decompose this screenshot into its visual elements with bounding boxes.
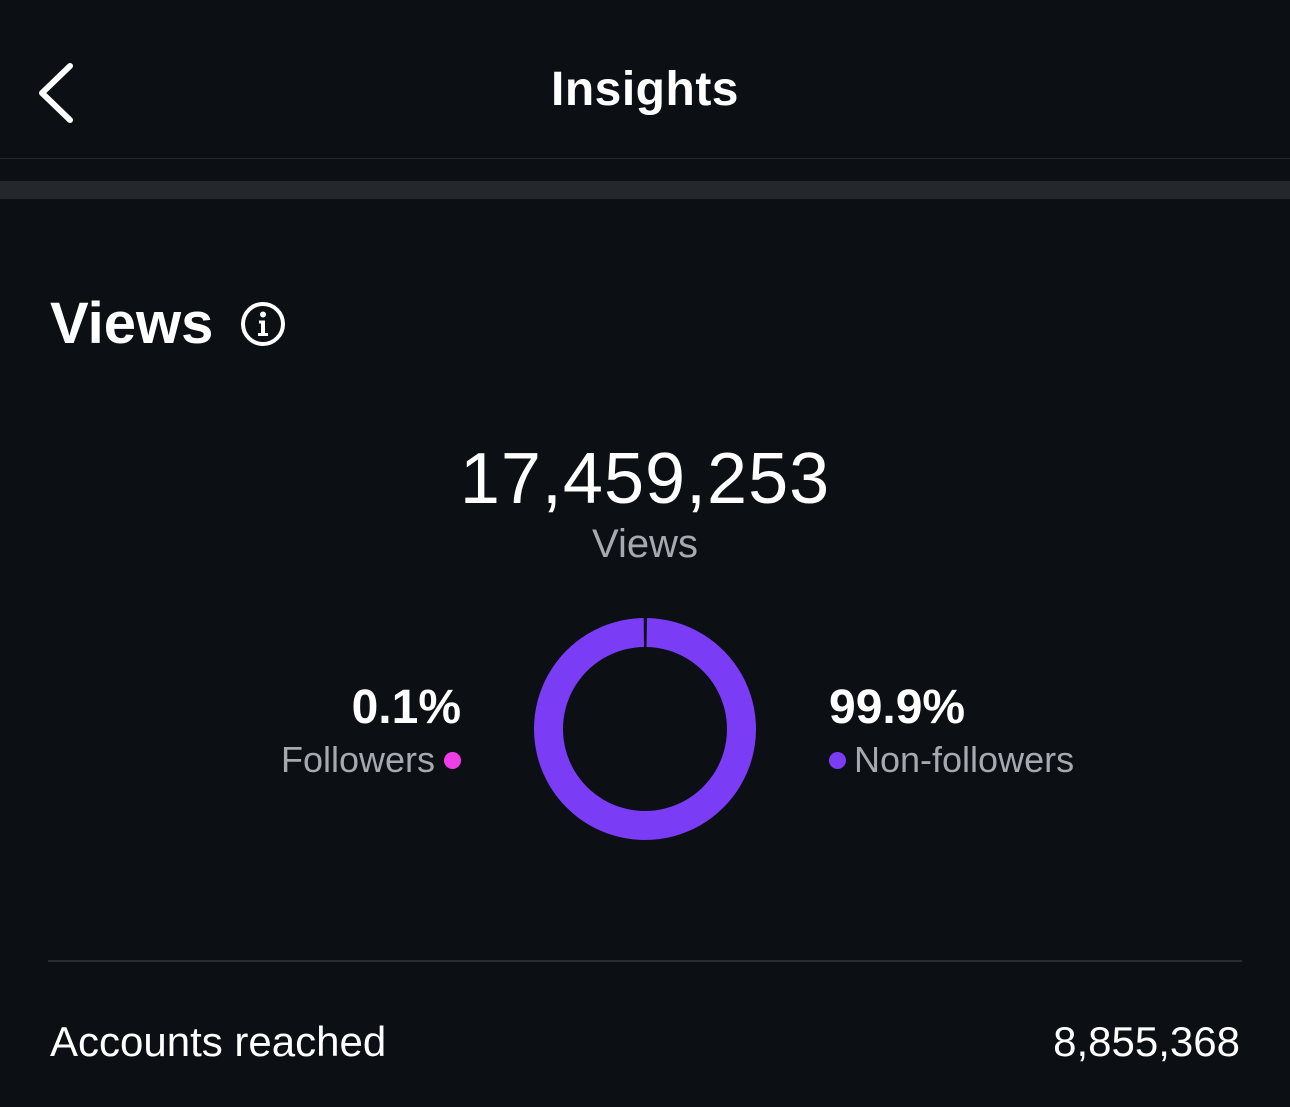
views-donut-chart bbox=[534, 618, 756, 840]
followers-legend: Followers bbox=[281, 738, 461, 782]
total-views-label: Views bbox=[592, 522, 698, 566]
row-divider bbox=[48, 960, 1242, 962]
non-followers-percent: 99.9% bbox=[829, 681, 966, 734]
non-followers-label: Non-followers bbox=[854, 739, 1075, 780]
non-followers-slice bbox=[534, 618, 756, 840]
non-followers-legend: Non-followers bbox=[829, 738, 1074, 782]
non-followers-stat: 99.9% Non-followers bbox=[829, 680, 1074, 782]
followers-stat: 0.1% Followers bbox=[281, 680, 461, 782]
total-views-value: 17,459,253 bbox=[459, 439, 831, 519]
section-divider bbox=[0, 181, 1290, 199]
followers-label: Followers bbox=[280, 739, 435, 780]
metric-row-accounts-reached: Accounts reached 8,855,368 bbox=[50, 1018, 1240, 1066]
views-heading: Views bbox=[50, 290, 287, 357]
top-bar: Insights bbox=[0, 0, 1290, 159]
chevron-left-icon bbox=[39, 63, 73, 123]
followers-dot-icon bbox=[444, 751, 461, 769]
metric-label: Accounts reached bbox=[50, 1018, 387, 1065]
info-icon[interactable] bbox=[239, 300, 287, 348]
section-title: Views bbox=[50, 291, 214, 356]
non-followers-dot-icon bbox=[829, 751, 846, 769]
metric-value: 8,855,368 bbox=[1053, 1018, 1240, 1065]
page-title: Insights bbox=[550, 63, 739, 116]
followers-percent: 0.1% bbox=[351, 681, 461, 734]
back-button[interactable] bbox=[30, 58, 86, 128]
